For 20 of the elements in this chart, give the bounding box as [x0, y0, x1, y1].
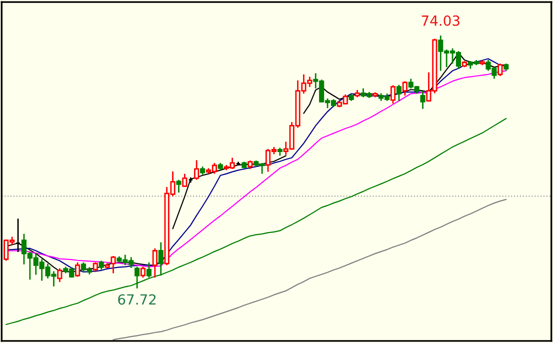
candlestick: [110, 255, 116, 274]
candlestick: [402, 80, 408, 96]
candlestick: [158, 242, 164, 276]
candlestick: [75, 262, 80, 278]
candlestick: [134, 266, 140, 290]
candlestick: [176, 179, 182, 194]
annotation: 67.72: [118, 294, 156, 305]
candlestick: [182, 173, 188, 188]
candlestick: [15, 218, 21, 253]
candlestick: [146, 262, 152, 278]
candlestick: [152, 248, 158, 278]
candlestick: [498, 62, 503, 77]
candlestick: [57, 268, 62, 283]
candlestick: [92, 262, 98, 273]
candlestick: [194, 159, 200, 180]
candlestick: [396, 84, 402, 102]
candlestick: [420, 90, 426, 110]
annotation: 74.03: [422, 15, 460, 26]
candlestick: [140, 266, 146, 278]
candlestick: [390, 84, 396, 104]
